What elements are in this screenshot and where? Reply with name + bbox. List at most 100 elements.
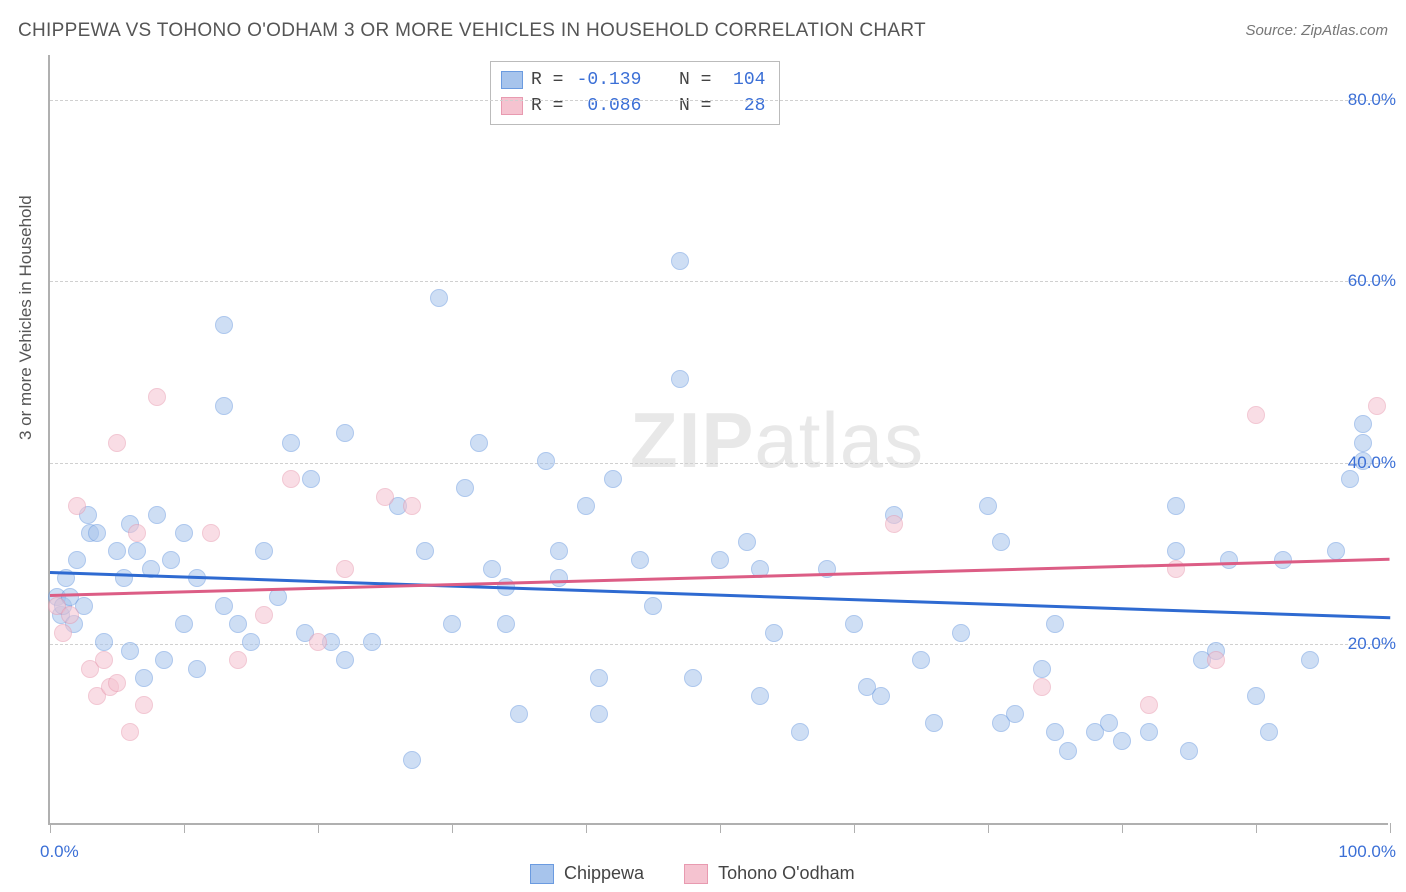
scatter-point	[1140, 723, 1158, 741]
x-tick	[720, 823, 721, 833]
legend-item: Tohono O'odham	[684, 863, 855, 884]
scatter-point	[590, 669, 608, 687]
scatter-point	[135, 696, 153, 714]
scatter-point	[336, 560, 354, 578]
scatter-point	[1354, 434, 1372, 452]
scatter-point	[175, 615, 193, 633]
scatter-point	[115, 569, 133, 587]
scatter-point	[336, 651, 354, 669]
scatter-point	[1113, 732, 1131, 750]
source-attribution: Source: ZipAtlas.com	[1245, 22, 1388, 39]
scatter-point	[443, 615, 461, 633]
scatter-point	[1247, 687, 1265, 705]
scatter-point	[1301, 651, 1319, 669]
scatter-point	[135, 669, 153, 687]
scatter-point	[979, 497, 997, 515]
y-axis-label: 3 or more Vehicles in Household	[16, 195, 36, 440]
y-tick-label: 80.0%	[1348, 90, 1396, 110]
scatter-point	[456, 479, 474, 497]
scatter-point	[872, 687, 890, 705]
y-tick-label: 40.0%	[1348, 453, 1396, 473]
scatter-point	[128, 524, 146, 542]
stats-n-value: 104	[719, 67, 765, 93]
stats-n-label: N =	[679, 67, 711, 93]
scatter-point	[229, 615, 247, 633]
scatter-point	[1354, 415, 1372, 433]
scatter-point	[925, 714, 943, 732]
scatter-point	[510, 705, 528, 723]
legend-label: Chippewa	[564, 863, 644, 884]
x-axis-min-label: 0.0%	[40, 842, 79, 862]
scatter-point	[684, 669, 702, 687]
scatter-point	[1247, 406, 1265, 424]
x-tick	[586, 823, 587, 833]
stats-r-label: R =	[531, 93, 563, 119]
scatter-point	[644, 597, 662, 615]
scatter-point	[188, 660, 206, 678]
stats-row: R =0.086 N =28	[501, 93, 765, 119]
scatter-point	[671, 252, 689, 270]
scatter-point	[1260, 723, 1278, 741]
scatter-point	[309, 633, 327, 651]
scatter-point	[470, 434, 488, 452]
scatter-point	[282, 470, 300, 488]
scatter-point	[336, 424, 354, 442]
x-tick	[184, 823, 185, 833]
scatter-point	[302, 470, 320, 488]
scatter-point	[242, 633, 260, 651]
scatter-point	[175, 524, 193, 542]
x-tick	[1390, 823, 1391, 833]
scatter-point	[255, 542, 273, 560]
scatter-point	[577, 497, 595, 515]
scatter-point	[148, 388, 166, 406]
scatter-point	[1180, 742, 1198, 760]
scatter-point	[671, 370, 689, 388]
x-tick	[988, 823, 989, 833]
scatter-point	[363, 633, 381, 651]
gridline	[50, 463, 1388, 464]
x-tick	[452, 823, 453, 833]
scatter-point	[1140, 696, 1158, 714]
scatter-point	[550, 542, 568, 560]
scatter-point	[1100, 714, 1118, 732]
stats-swatch	[501, 71, 523, 89]
scatter-point	[885, 515, 903, 533]
scatter-point	[604, 470, 622, 488]
scatter-point	[215, 597, 233, 615]
scatter-point	[416, 542, 434, 560]
chart-title: CHIPPEWA VS TOHONO O'ODHAM 3 OR MORE VEH…	[18, 20, 926, 42]
legend-label: Tohono O'odham	[718, 863, 855, 884]
legend-swatch	[684, 864, 708, 884]
scatter-point	[631, 551, 649, 569]
x-tick	[1256, 823, 1257, 833]
scatter-point	[550, 569, 568, 587]
scatter-point	[1046, 615, 1064, 633]
scatter-point	[992, 533, 1010, 551]
legend: Chippewa Tohono O'odham	[530, 863, 855, 884]
stats-r-value: 0.086	[571, 93, 641, 119]
scatter-point	[497, 615, 515, 633]
watermark-prefix: ZIP	[630, 396, 754, 484]
scatter-point	[1006, 705, 1024, 723]
scatter-point	[845, 615, 863, 633]
scatter-point	[483, 560, 501, 578]
scatter-point	[738, 533, 756, 551]
scatter-point	[1220, 551, 1238, 569]
scatter-point	[215, 397, 233, 415]
watermark-suffix: atlas	[754, 396, 924, 484]
scatter-point	[1327, 542, 1345, 560]
scatter-point	[912, 651, 930, 669]
scatter-point	[229, 651, 247, 669]
scatter-point	[215, 316, 233, 334]
scatter-point	[711, 551, 729, 569]
scatter-point	[202, 524, 220, 542]
stats-n-value: 28	[719, 93, 765, 119]
scatter-point	[128, 542, 146, 560]
scatter-point	[1368, 397, 1386, 415]
scatter-point	[1046, 723, 1064, 741]
scatter-point	[1167, 497, 1185, 515]
scatter-point	[61, 606, 79, 624]
legend-item: Chippewa	[530, 863, 644, 884]
scatter-point	[95, 633, 113, 651]
scatter-point	[162, 551, 180, 569]
